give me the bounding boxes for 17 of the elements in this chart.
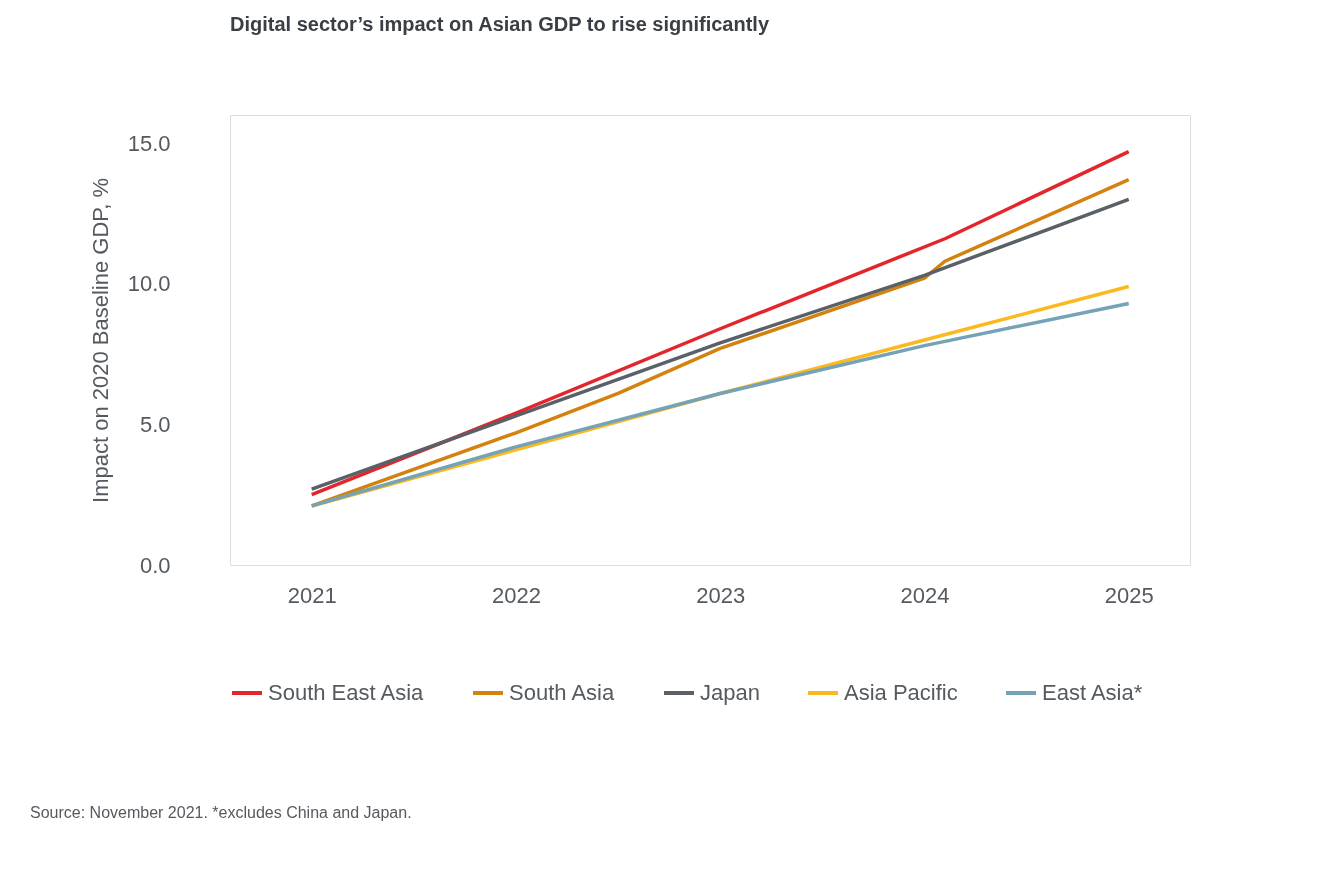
x-tick-label: 2023 — [696, 582, 746, 608]
y-tick-label: 10.0 — [127, 271, 171, 297]
source-note: Source: November 2021. *excludes China and Japan. — [30, 804, 412, 821]
y-tick-label: 5.0 — [139, 411, 171, 437]
y-tick-label: 15.0 — [127, 130, 171, 156]
y-tick-label: 0.0 — [139, 552, 171, 578]
x-tick-label: 2025 — [1104, 582, 1154, 608]
y-axis-title: Impact on 2020 Baseline GDP, % — [87, 178, 113, 503]
x-tick-label: 2021 — [287, 582, 337, 608]
legend-label: South East Asia — [268, 680, 425, 705]
x-tick-label: 2022 — [491, 582, 541, 608]
legend-label: East Asia* — [1042, 680, 1143, 705]
x-tick-label: 2024 — [900, 582, 950, 608]
chart-title: Digital sector’s impact on Asian GDP to rise significantly — [230, 13, 770, 35]
legend-label: Asia Pacific — [844, 680, 958, 705]
legend-label: Japan — [700, 680, 760, 705]
legend-label: South Asia — [509, 680, 615, 705]
